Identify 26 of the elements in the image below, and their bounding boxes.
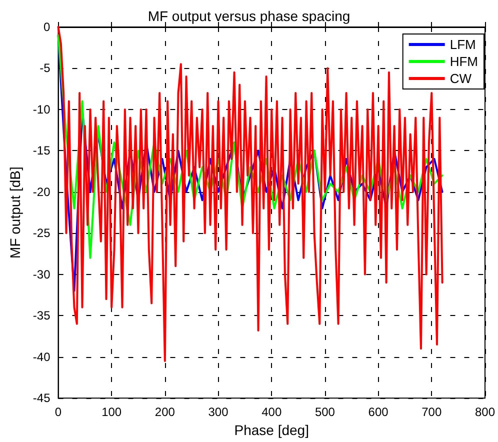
x-tick-label: 200	[154, 405, 176, 420]
x-axis-title: Phase [deg]	[234, 422, 309, 438]
y-tick-label: 0	[44, 20, 51, 34]
y-axis-title: MF output [dB]	[7, 166, 23, 258]
y-tick-label: -15	[32, 144, 51, 158]
y-tick-label: -45	[32, 391, 51, 406]
x-tick-label: 700	[422, 405, 442, 420]
x-tick-label: 800	[474, 405, 496, 420]
y-tick-label: -35	[32, 308, 51, 323]
y-tick-label: -20	[32, 184, 51, 199]
y-tick-label: -10	[32, 102, 51, 116]
legend-label: HFM	[450, 54, 478, 69]
x-tick-label: 300	[208, 405, 229, 420]
x-tick-label: 100	[102, 405, 122, 420]
legend-label: LFM	[450, 37, 476, 52]
x-tick-label: 400	[262, 405, 282, 420]
y-tick-label: -5	[40, 61, 51, 76]
x-tick-label: 600	[368, 405, 389, 420]
x-tick-label: 500	[314, 405, 336, 420]
x-tick-label: 0	[54, 405, 62, 420]
chart-title: MF output versus phase spacing	[148, 8, 350, 24]
line-series	[57, 26, 444, 362]
y-tick-label: -25	[32, 226, 51, 240]
y-tick-label: -30	[32, 267, 51, 282]
y-tick-label: -40	[32, 350, 51, 364]
legend-label: CW	[450, 71, 472, 86]
